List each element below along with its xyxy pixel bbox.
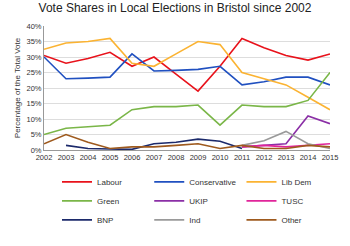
svg-text:2015: 2015 [322, 153, 339, 162]
svg-text:2003: 2003 [58, 153, 75, 162]
svg-text:20%: 20% [26, 84, 41, 93]
svg-text:Ind: Ind [189, 216, 200, 225]
svg-text:2006: 2006 [124, 153, 141, 162]
svg-text:2005: 2005 [102, 153, 119, 162]
svg-text:0%: 0% [31, 146, 42, 155]
svg-text:35%: 35% [26, 37, 41, 46]
svg-text:Green: Green [97, 197, 119, 206]
svg-text:25%: 25% [26, 68, 41, 77]
svg-text:Other: Other [281, 216, 301, 225]
svg-text:TUSC: TUSC [281, 197, 303, 206]
svg-text:Vote Shares in Local Elections: Vote Shares in Local Elections in Bristo… [39, 1, 312, 15]
svg-text:10%: 10% [26, 115, 41, 124]
svg-text:2004: 2004 [80, 153, 97, 162]
svg-text:30%: 30% [26, 53, 41, 62]
svg-text:2009: 2009 [190, 153, 207, 162]
svg-text:Lib Dem: Lib Dem [281, 178, 311, 187]
svg-text:2014: 2014 [300, 153, 317, 162]
svg-text:2012: 2012 [256, 153, 273, 162]
svg-text:2007: 2007 [146, 153, 163, 162]
svg-text:2010: 2010 [212, 153, 229, 162]
svg-text:BNP: BNP [97, 216, 113, 225]
svg-text:UKIP: UKIP [189, 197, 208, 206]
svg-text:Percentage of the Total Vote: Percentage of the Total Vote [13, 37, 22, 138]
svg-text:Conservative: Conservative [189, 178, 236, 187]
svg-text:2013: 2013 [278, 153, 295, 162]
svg-text:2008: 2008 [168, 153, 185, 162]
svg-text:40%: 40% [26, 22, 41, 31]
svg-text:2011: 2011 [234, 153, 250, 162]
svg-text:15%: 15% [26, 99, 41, 108]
svg-text:2002: 2002 [36, 153, 53, 162]
svg-text:5%: 5% [31, 130, 42, 139]
svg-text:Labour: Labour [97, 178, 122, 187]
